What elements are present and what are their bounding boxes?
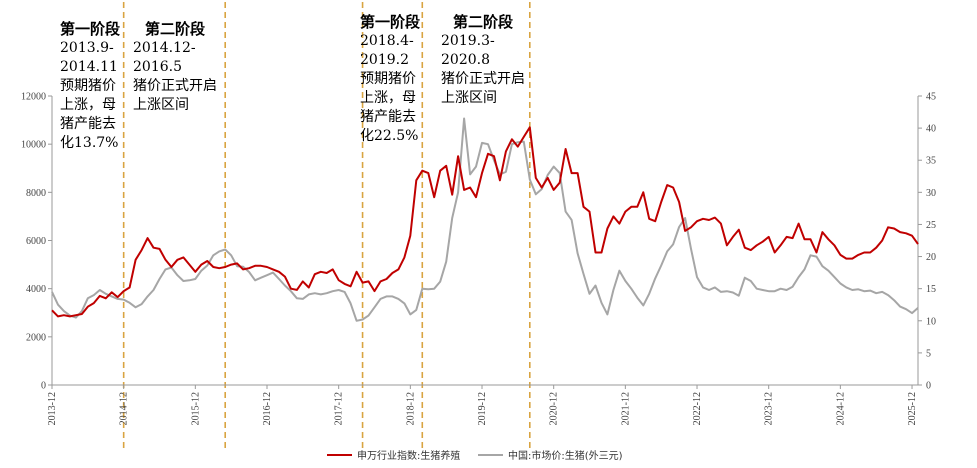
annotation-body: 2014.12-2016.5 猪价正式开启 上涨区间 xyxy=(133,40,217,113)
y-tick-label-right: 15 xyxy=(926,284,936,295)
y-tick-label-left: 4000 xyxy=(26,284,46,295)
y-tick-label-left: 2000 xyxy=(26,332,46,343)
annotation-body: 2013.9- 2014.11 预期猪价 上涨，母 猪产能去 化13.7% xyxy=(60,40,119,151)
x-tick-label: 2014-12 xyxy=(119,392,130,425)
x-tick-label: 2017-12 xyxy=(334,392,345,425)
y-tick-label-left: 6000 xyxy=(26,236,46,247)
annotation-phase2-2019: 第二阶段 2019.3-2020.8 猪价正式开启 上涨区间 xyxy=(441,13,541,108)
x-tick-label: 2025-12 xyxy=(907,392,918,425)
y-tick-label-right: 45 xyxy=(926,92,936,103)
annotation-body: 2019.3-2020.8 猪价正式开启 上涨区间 xyxy=(441,33,525,106)
x-tick-label: 2020-12 xyxy=(549,392,560,425)
y-tick-label-left: 0 xyxy=(41,381,46,392)
y-tick-label-right: 40 xyxy=(926,124,936,135)
annotation-heading: 第二阶段 xyxy=(453,13,514,31)
x-tick-label: 2013-12 xyxy=(47,392,58,425)
x-tick-label: 2019-12 xyxy=(477,392,488,425)
y-tick-label-right: 5 xyxy=(926,348,931,359)
annotation-body: 2018.4- 2019.2 预期猪价 上涨，母 猪产能去 化22.5% xyxy=(360,33,419,144)
y-tick-label-left: 10000 xyxy=(21,140,46,151)
annotation-phase2-2015: 第二阶段 2014.12-2016.5 猪价正式开启 上涨区间 xyxy=(133,20,243,115)
x-tick-label: 2015-12 xyxy=(190,392,201,425)
annotation-heading: 第一阶段 xyxy=(60,20,121,38)
series-line-1 xyxy=(51,126,919,318)
x-tick-label: 2023-12 xyxy=(764,392,775,425)
annotation-heading: 第一阶段 xyxy=(360,13,421,31)
phase-dividers xyxy=(122,2,531,448)
y-tick-label-right: 25 xyxy=(926,220,936,231)
y-tick-label-right: 30 xyxy=(926,188,936,199)
series-line-2 xyxy=(51,117,919,322)
annotation-heading: 第二阶段 xyxy=(145,20,206,38)
x-tick-label: 2016-12 xyxy=(262,392,273,425)
x-tick-label: 2024-12 xyxy=(835,392,846,425)
y-tick-label-right: 20 xyxy=(926,252,936,263)
x-tick-label: 2021-12 xyxy=(620,392,631,425)
legend: 申万行业指数:生猪养殖 中国:市场价:生猪(外三元) xyxy=(327,449,623,462)
x-tick-label: 2022-12 xyxy=(692,392,703,425)
annotation-phase1-2014: 第一阶段 2013.9- 2014.11 预期猪价 上涨，母 猪产能去 化13.… xyxy=(60,20,128,153)
legend-label-series-2: 中国:市场价:生猪(外三元) xyxy=(508,449,623,462)
x-tick-label: 2018-12 xyxy=(405,392,416,425)
y-tick-label-right: 0 xyxy=(926,381,931,392)
legend-label-series-1: 申万行业指数:生猪养殖 xyxy=(357,449,460,462)
axes: 0 2000 4000 6000 8000 10000 12000 0 5 10 15 20 25 30 3… xyxy=(21,92,936,426)
y-tick-label-right: 35 xyxy=(926,156,936,167)
annotation-phase1-2018: 第一阶段 2018.4- 2019.2 预期猪价 上涨，母 猪产能去 化22.5… xyxy=(360,13,428,146)
y-tick-label-left: 8000 xyxy=(26,188,46,199)
y-tick-label-left: 12000 xyxy=(21,92,46,103)
series-layer xyxy=(51,117,919,322)
y-tick-label-right: 10 xyxy=(926,316,936,327)
